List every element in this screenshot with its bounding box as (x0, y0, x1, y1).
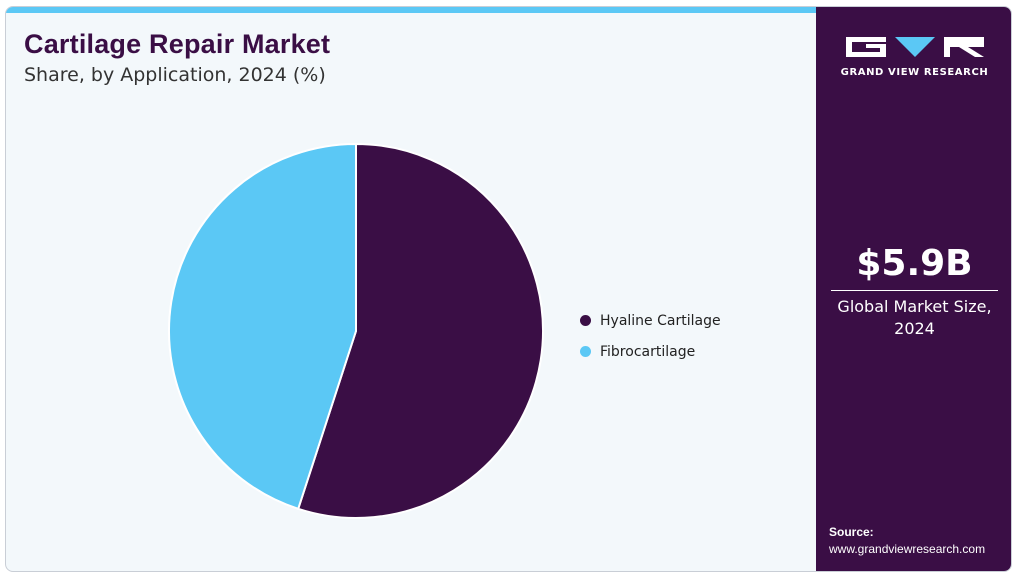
pie-slice-fibrocartilage (168, 142, 357, 511)
market-size-label: Global Market Size, 2024 (837, 297, 992, 338)
chart-title: Cartilage Repair Market (24, 29, 331, 59)
legend-item-hyaline-cartilage: Hyaline Cartilage (580, 305, 721, 336)
legend-item-fibrocartilage: Fibrocartilage (580, 336, 721, 367)
sidebar: GRAND VIEW RESEARCH $5.9B Global Market … (816, 7, 1011, 571)
pie-slice-hyaline-cartilage (296, 142, 544, 519)
source-url[interactable]: www.grandviewresearch.com (829, 542, 986, 556)
chart-card: Cartilage Repair Market Share, by Applic… (5, 6, 1012, 572)
legend-swatch (580, 315, 591, 326)
pie-chart (168, 142, 544, 519)
legend-label: Fibrocartilage (600, 343, 696, 360)
source-label: Source: (829, 525, 874, 539)
legend-swatch (580, 346, 591, 357)
legend-label: Hyaline Cartilage (600, 312, 721, 329)
gvr-logo-icon (846, 37, 984, 57)
chart-subtitle: Share, by Application, 2024 (%) (24, 64, 326, 86)
accent-bar (6, 7, 816, 13)
logo-text: GRAND VIEW RESEARCH (840, 67, 989, 78)
divider (831, 290, 998, 291)
chart-legend: Hyaline Cartilage Fibrocartilage (580, 305, 721, 367)
market-size-value: $5.9B (856, 243, 973, 284)
